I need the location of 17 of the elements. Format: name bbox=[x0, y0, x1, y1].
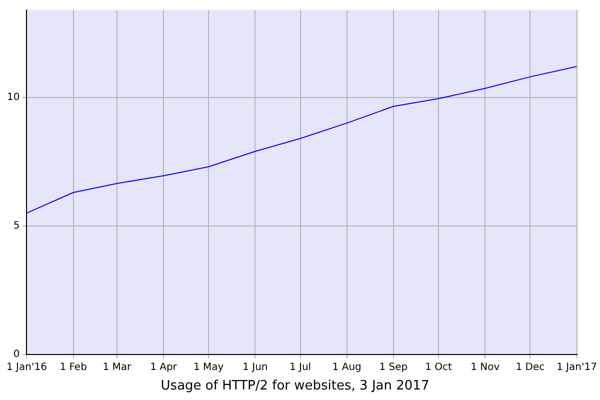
text: Usage of HTTP/2 for websites, 3 Jan 2017 bbox=[160, 378, 430, 394]
x-tick-label: 1 Jul bbox=[289, 362, 312, 373]
x-tick-label: 1 Jan'17 bbox=[556, 362, 598, 373]
x-tick-label: 1 Feb bbox=[60, 362, 87, 373]
x-tick-label: 1 May bbox=[193, 362, 224, 373]
x-tick-label: 1 Mar bbox=[102, 362, 132, 373]
x-tick-label: 1 Oct bbox=[425, 362, 452, 373]
x-tick-label: 1 Apr bbox=[150, 362, 178, 373]
x-tick-label: 1 Dec bbox=[516, 362, 545, 373]
x-tick-label: 1 Sep bbox=[379, 362, 408, 373]
y-tick-label: 5 bbox=[13, 220, 20, 232]
y-tick-label: 10 bbox=[6, 92, 20, 103]
x-tick-label: 1 Aug bbox=[332, 362, 362, 373]
x-tick-label: 1 Jun bbox=[242, 362, 268, 373]
x-tick-label: 1 Jan'16 bbox=[6, 362, 47, 373]
y-tick-label: 0 bbox=[13, 348, 20, 360]
x-tick-label: 1 Nov bbox=[470, 362, 500, 373]
